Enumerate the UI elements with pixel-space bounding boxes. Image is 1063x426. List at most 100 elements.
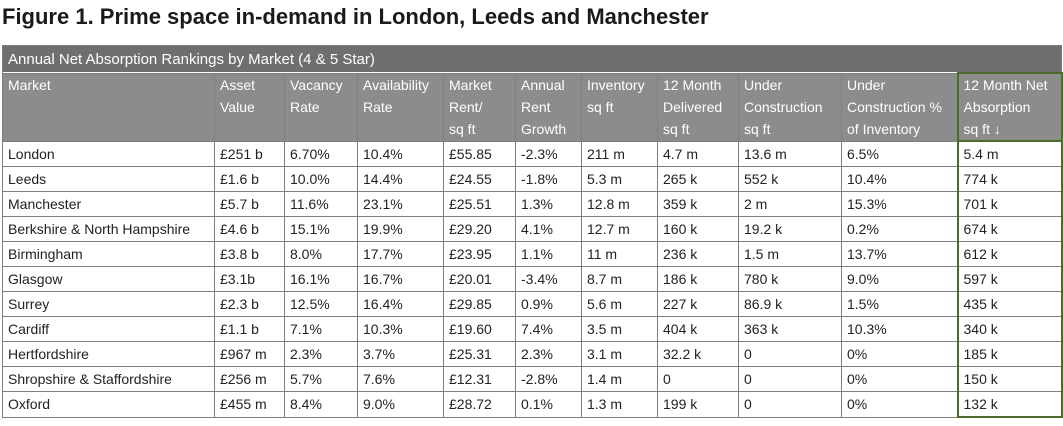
- cell-under-construction: 13.6 m: [738, 140, 842, 167]
- cell-market-rent: £28.72: [443, 391, 516, 418]
- cell-inventory: 12.8 m: [581, 191, 658, 217]
- cell-inventory: 8.7 m: [581, 266, 658, 292]
- cell-net-absorption: 612 k: [956, 241, 1063, 267]
- cell-market: Hertfordshire: [2, 341, 215, 367]
- column-header-line: Availability: [363, 76, 429, 93]
- cell-net-absorption: 132 k: [956, 391, 1063, 418]
- cell-annual-rent-growth: 1.3%: [515, 191, 582, 217]
- cell-asset-value: £967 m: [214, 341, 285, 367]
- column-header-line: sq ft: [587, 98, 614, 115]
- cell-under-construction-pct: 0%: [841, 366, 958, 392]
- cell-availability-rate: 16.4%: [357, 291, 444, 317]
- cell-annual-rent-growth: -3.4%: [515, 266, 582, 292]
- cell-inventory: 1.4 m: [581, 366, 658, 392]
- figure-title: Figure 1. Prime space in-demand in Londo…: [2, 4, 709, 29]
- cell-net-absorption: 774 k: [956, 166, 1063, 192]
- cell-annual-rent-growth: 7.4%: [515, 316, 582, 342]
- cell-market-rent: £29.20: [443, 216, 516, 242]
- column-header-net-absorption[interactable]: 12 Month Net Absorption sq ft ↓: [956, 72, 1063, 142]
- column-header-inventory: Inventory sq ft: [581, 72, 658, 142]
- column-header-under-construction-pct: Under Construction % of Inventory: [841, 72, 958, 142]
- cell-inventory: 1.3 m: [581, 391, 658, 418]
- column-header-line: Annual: [521, 76, 565, 93]
- cell-net-absorption: 674 k: [956, 216, 1063, 242]
- column-header-delivered: 12 Month Delivered sq ft: [657, 72, 739, 142]
- column-header-line: Rate: [363, 98, 393, 115]
- cell-market-rent: £29.85: [443, 291, 516, 317]
- cell-net-absorption: 340 k: [956, 316, 1063, 342]
- cell-market: Berkshire & North Hampshire: [2, 216, 215, 242]
- cell-under-construction-pct: 0.2%: [841, 216, 958, 242]
- cell-delivered: 0: [657, 366, 739, 392]
- cell-annual-rent-growth: 4.1%: [515, 216, 582, 242]
- table-body: London £251 b 6.70% 10.4% £55.85 -2.3% 211 m 4.…: [2, 140, 1063, 418]
- cell-vacancy-rate: 8.4%: [284, 391, 358, 418]
- cell-net-absorption: 435 k: [956, 291, 1063, 317]
- table-row: Surrey £2.3 b 12.5% 16.4% £29.85 0.9% 5.6 m 227…: [2, 291, 1063, 317]
- table-caption: Annual Net Absorption Rankings by Market…: [1, 45, 1063, 74]
- cell-delivered: 32.2 k: [657, 341, 739, 367]
- cell-market: Cardiff: [2, 316, 215, 342]
- cell-market: Shropshire & Staffordshire: [2, 366, 215, 392]
- column-header-line: 12 Month: [663, 76, 722, 93]
- column-header-line: Construction: [744, 98, 823, 115]
- column-header-line: Rate: [290, 98, 320, 115]
- column-header-line: Vacancy: [290, 76, 343, 93]
- cell-annual-rent-growth: 0.1%: [515, 391, 582, 418]
- column-header-line: of Inventory: [847, 120, 921, 137]
- cell-under-construction-pct: 9.0%: [841, 266, 958, 292]
- cell-under-construction: 86.9 k: [738, 291, 842, 317]
- column-header-under-construction: Under Construction sq ft: [738, 72, 842, 142]
- cell-vacancy-rate: 15.1%: [284, 216, 358, 242]
- cell-market: London: [2, 140, 215, 167]
- cell-net-absorption: 150 k: [956, 366, 1063, 392]
- cell-under-construction-pct: 10.3%: [841, 316, 958, 342]
- cell-asset-value: £2.3 b: [214, 291, 285, 317]
- cell-under-construction: 0: [738, 366, 842, 392]
- cell-under-construction-pct: 0%: [841, 341, 958, 367]
- column-header-line: Market: [8, 76, 51, 93]
- column-header-line: Construction %: [847, 98, 942, 115]
- cell-net-absorption: 5.4 m: [956, 140, 1063, 167]
- cell-inventory: 5.3 m: [581, 166, 658, 192]
- column-header-line: Market: [449, 76, 492, 93]
- cell-net-absorption: 701 k: [956, 191, 1063, 217]
- cell-delivered: 227 k: [657, 291, 739, 317]
- column-header-line: Growth: [521, 120, 567, 137]
- table-row: Cardiff £1.1 b 7.1% 10.3% £19.60 7.4% 3.5 m 404…: [2, 316, 1063, 342]
- cell-under-construction-pct: 6.5%: [841, 140, 958, 167]
- column-header-market-rent: Market Rent/sq ft: [443, 72, 516, 142]
- column-header-line: Value: [220, 98, 255, 115]
- cell-inventory: 11 m: [581, 241, 658, 267]
- cell-vacancy-rate: 16.1%: [284, 266, 358, 292]
- cell-asset-value: £256 m: [214, 366, 285, 392]
- cell-availability-rate: 17.7%: [357, 241, 444, 267]
- cell-market-rent: £55.85: [443, 140, 516, 167]
- cell-market-rent: £24.55: [443, 166, 516, 192]
- column-header-line: sq ft ↓: [963, 121, 1001, 137]
- cell-annual-rent-growth: 2.3%: [515, 341, 582, 367]
- cell-availability-rate: 10.4%: [357, 140, 444, 167]
- cell-under-construction-pct: 1.5%: [841, 291, 958, 317]
- column-header-market: Market: [2, 72, 215, 142]
- cell-under-construction-pct: 0%: [841, 391, 958, 418]
- cell-market: Oxford: [2, 391, 215, 418]
- cell-under-construction: 19.2 k: [738, 216, 842, 242]
- cell-vacancy-rate: 8.0%: [284, 241, 358, 267]
- column-header-line: Delivered: [663, 98, 723, 115]
- cell-under-construction: 1.5 m: [738, 241, 842, 267]
- cell-market-rent: £25.31: [443, 341, 516, 367]
- cell-delivered: 160 k: [657, 216, 739, 242]
- cell-delivered: 236 k: [657, 241, 739, 267]
- cell-delivered: 265 k: [657, 166, 739, 192]
- cell-vacancy-rate: 6.70%: [284, 140, 358, 167]
- cell-inventory: 12.7 m: [581, 216, 658, 242]
- cell-asset-value: £251 b: [214, 140, 285, 167]
- cell-market: Glasgow: [2, 266, 215, 292]
- cell-asset-value: £455 m: [214, 391, 285, 418]
- table-row: Shropshire & Staffordshire £256 m 5.7% 7.6%…: [2, 366, 1063, 392]
- cell-availability-rate: 10.3%: [357, 316, 444, 342]
- cell-availability-rate: 7.6%: [357, 366, 444, 392]
- column-header-line: Absorption: [963, 99, 1031, 115]
